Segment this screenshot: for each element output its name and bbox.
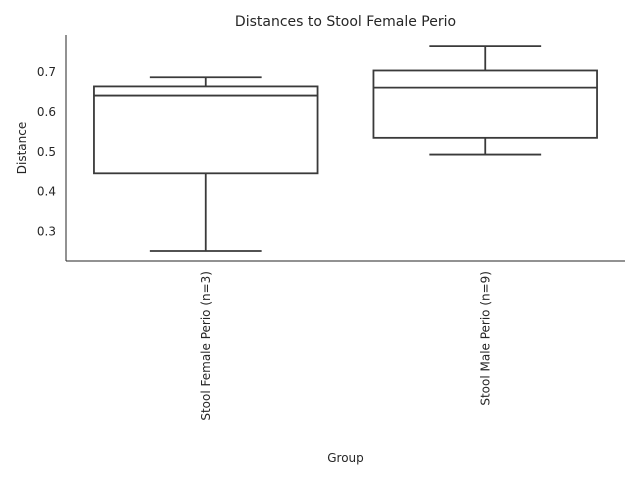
- x-axis-label: Group: [327, 451, 364, 465]
- x-tick-label: Stool Female Perio (n=3): [199, 271, 213, 421]
- iqr-box: [93, 85, 319, 175]
- y-tick-label: 0.3: [37, 225, 56, 239]
- y-tick-label: 0.6: [37, 105, 56, 119]
- y-axis-ticks: 0.3 0.4 0.5 0.6 0.7: [37, 65, 56, 238]
- iqr-box: [372, 69, 598, 139]
- y-tick-label: 0.4: [37, 185, 56, 199]
- box-group: [372, 45, 598, 156]
- x-tick-label: Stool Male Perio (n=9): [478, 271, 492, 406]
- y-axis-label: Distance: [15, 122, 29, 174]
- chart-title: Distances to Stool Female Perio: [235, 14, 456, 30]
- y-tick-label: 0.7: [37, 65, 56, 79]
- box-group: [93, 76, 319, 252]
- plot-area: [93, 45, 598, 252]
- y-tick-label: 0.5: [37, 145, 56, 159]
- x-axis-ticks: Stool Female Perio (n=3) Stool Male Perio…: [199, 271, 493, 421]
